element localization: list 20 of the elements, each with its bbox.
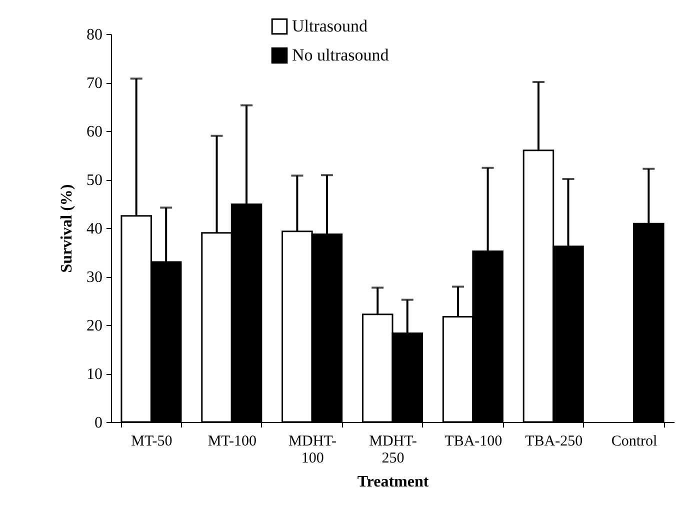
- x-tick-label: MT-100: [208, 434, 256, 450]
- y-tick-label: 80: [86, 26, 102, 44]
- x-tick-label: Control: [611, 434, 658, 450]
- y-tick-label: 20: [86, 318, 102, 334]
- x-tick-label: TBA-250: [525, 434, 583, 450]
- x-tick-label: TBA-100: [444, 434, 502, 450]
- y-tick-label: 70: [86, 75, 102, 92]
- y-tick-label: 10: [86, 366, 102, 383]
- legend-label: No ultrasound: [292, 46, 390, 64]
- x-tick-label: MT-50: [131, 434, 172, 450]
- y-tick-label: 30: [86, 269, 102, 286]
- y-tick-label: 50: [86, 172, 102, 189]
- y-tick-label: 0: [94, 414, 102, 432]
- x-axis-title: Treatment: [357, 474, 430, 490]
- y-axis-title: Survival (%): [58, 184, 76, 273]
- y-tick-label: 40: [86, 220, 102, 238]
- x-tick-label: MDHT-250: [369, 434, 417, 466]
- y-tick-label: 60: [86, 124, 102, 140]
- x-tick-label: MDHT-100: [288, 434, 336, 466]
- legend-label: Ultrasound: [292, 16, 368, 36]
